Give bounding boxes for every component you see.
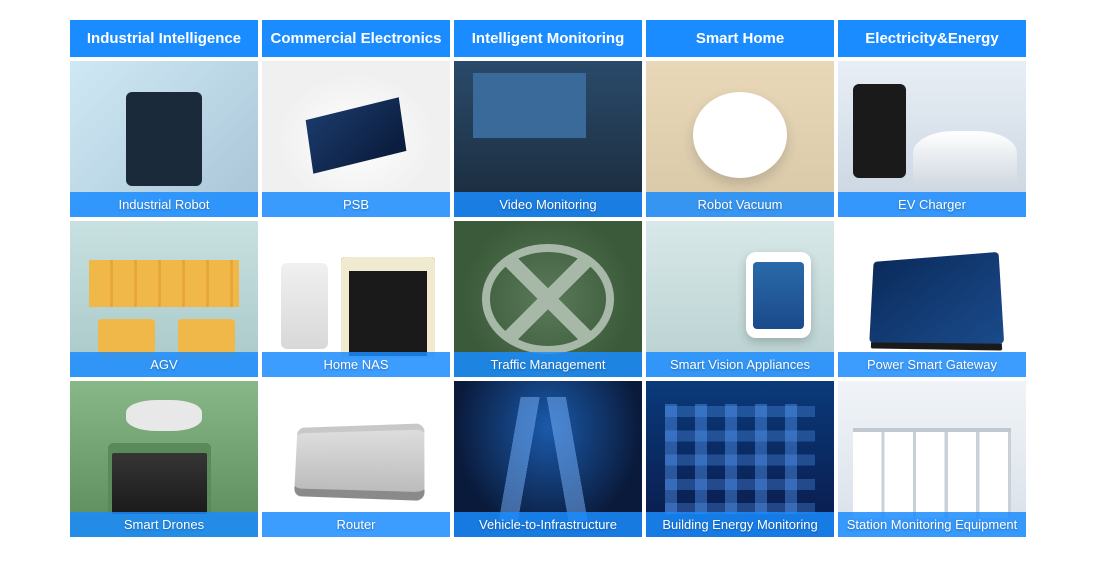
category-tile[interactable]: Robot Vacuum xyxy=(646,61,834,217)
category-tile[interactable]: EV Charger xyxy=(838,61,1026,217)
column-header: Electricity&Energy xyxy=(838,20,1026,57)
category-grid: Industrial IntelligenceCommercial Electr… xyxy=(70,20,1026,537)
column-header: Smart Home xyxy=(646,20,834,57)
tile-label: Home NAS xyxy=(262,352,450,377)
category-tile[interactable]: Power Smart Gateway xyxy=(838,221,1026,377)
tile-label: Traffic Management xyxy=(454,352,642,377)
category-tile[interactable]: Home NAS xyxy=(262,221,450,377)
tile-label: PSB xyxy=(262,192,450,217)
category-tile[interactable]: Router xyxy=(262,381,450,537)
tile-label: Industrial Robot xyxy=(70,192,258,217)
category-tile[interactable]: Building Energy Monitoring xyxy=(646,381,834,537)
tile-label: Power Smart Gateway xyxy=(838,352,1026,377)
tile-label: Building Energy Monitoring xyxy=(646,512,834,537)
tile-label: AGV xyxy=(70,352,258,377)
category-tile[interactable]: Industrial Robot xyxy=(70,61,258,217)
column-header: Industrial Intelligence xyxy=(70,20,258,57)
column-header: Commercial Electronics xyxy=(262,20,450,57)
tile-label: Router xyxy=(262,512,450,537)
column-header: Intelligent Monitoring xyxy=(454,20,642,57)
category-tile[interactable]: Smart Drones xyxy=(70,381,258,537)
category-tile[interactable]: Station Monitoring Equipment xyxy=(838,381,1026,537)
tile-label: Station Monitoring Equipment xyxy=(838,512,1026,537)
tile-label: Smart Vision Appliances xyxy=(646,352,834,377)
tile-label: Video Monitoring xyxy=(454,192,642,217)
category-tile[interactable]: AGV xyxy=(70,221,258,377)
category-tile[interactable]: Video Monitoring xyxy=(454,61,642,217)
tile-label: EV Charger xyxy=(838,192,1026,217)
tile-label: Robot Vacuum xyxy=(646,192,834,217)
category-tile[interactable]: Traffic Management xyxy=(454,221,642,377)
tile-label: Smart Drones xyxy=(70,512,258,537)
category-tile[interactable]: Vehicle-to-Infrastructure xyxy=(454,381,642,537)
category-tile[interactable]: PSB xyxy=(262,61,450,217)
category-tile[interactable]: Smart Vision Appliances xyxy=(646,221,834,377)
tile-label: Vehicle-to-Infrastructure xyxy=(454,512,642,537)
